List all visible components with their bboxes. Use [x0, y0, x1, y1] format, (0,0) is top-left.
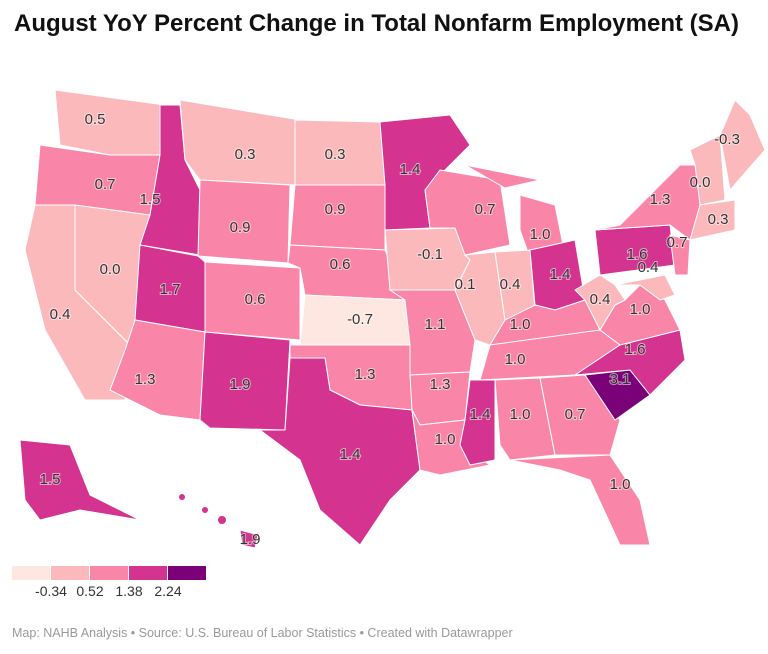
state-washington[interactable]	[54, 89, 166, 156]
state-maryland[interactable]	[614, 274, 676, 301]
state-new-hampshire[interactable]	[689, 134, 726, 206]
state-value-label: 1.0	[610, 476, 631, 493]
state-value-label: 0.3	[235, 146, 256, 163]
state-value-label: 1.1	[425, 316, 446, 333]
hawaii-island	[179, 494, 185, 500]
state-value-label: 0.4	[50, 306, 71, 323]
chart-title: August YoY Percent Change in Total Nonfa…	[14, 10, 739, 37]
state-value-label: 1.9	[230, 376, 251, 393]
state-michigan[interactable]	[464, 164, 541, 189]
state-value-label: 1.0	[510, 316, 531, 333]
footer-credits: Map: NAHB Analysis • Source: U.S. Bureau…	[12, 626, 513, 640]
state-texas[interactable]	[258, 357, 421, 546]
state-value-label: -0.7	[347, 311, 373, 328]
state-value-label: 0.4	[500, 276, 521, 293]
state-value-label: 1.5	[140, 191, 161, 208]
state-montana[interactable]	[179, 99, 301, 186]
state-value-label: 0.7	[667, 234, 688, 251]
color-legend	[12, 566, 207, 580]
state-value-label: 0.5	[85, 111, 106, 128]
legend-swatch	[90, 566, 128, 580]
state-value-label: -0.1	[417, 246, 443, 263]
hawaii-island	[218, 516, 226, 524]
state-value-label: 0.0	[690, 174, 711, 191]
legend-swatch	[129, 566, 167, 580]
state-hawaii[interactable]	[239, 529, 259, 549]
legend-tick-label: 1.38	[115, 583, 143, 599]
hawaii-island	[202, 507, 208, 513]
state-value-label: 0.7	[95, 176, 116, 193]
legend-tick-label: 0.52	[76, 583, 104, 599]
legend-swatch	[51, 566, 89, 580]
state-value-label: 1.0	[435, 431, 456, 448]
state-value-label: 1.3	[430, 376, 451, 393]
state-value-label: 0.7	[565, 406, 586, 423]
state-value-label: 0.9	[325, 201, 346, 218]
state-value-label: 0.4	[590, 291, 611, 308]
state-florida[interactable]	[509, 454, 651, 546]
state-maine[interactable]	[719, 99, 766, 192]
state-value-label: 1.7	[160, 281, 181, 298]
state-value-label: 1.4	[550, 266, 571, 283]
state-value-label: 1.0	[510, 406, 531, 423]
state-value-label: 1.6	[627, 246, 648, 263]
state-new-jersey[interactable]	[669, 234, 691, 276]
state-value-label: 0.0	[100, 261, 121, 278]
state-value-label: 1.5	[40, 471, 61, 488]
state-value-label: 0.4	[638, 259, 659, 276]
legend-swatch	[168, 566, 206, 580]
state-value-label: 0.1	[455, 276, 476, 293]
state-value-label: -0.3	[714, 131, 740, 148]
state-value-label: 1.3	[650, 191, 671, 208]
state-value-label: 1.0	[630, 301, 651, 318]
state-value-label: 1.4	[470, 406, 491, 423]
legend-swatch	[12, 566, 50, 580]
state-value-label: 0.6	[330, 256, 351, 273]
state-alaska[interactable]	[19, 439, 141, 521]
legend-tick-label: -0.34	[35, 583, 67, 599]
state-value-label: 1.4	[400, 161, 421, 178]
state-west-virginia[interactable]	[574, 274, 626, 332]
state-wisconsin[interactable]	[424, 169, 511, 256]
state-value-label: 1.3	[135, 371, 156, 388]
state-value-label: 1.0	[530, 226, 551, 243]
state-new-mexico[interactable]	[199, 331, 291, 431]
state-value-label: 1.6	[625, 341, 646, 358]
state-value-label: 1.4	[340, 446, 361, 463]
state-value-label: 1.9	[240, 531, 261, 548]
state-massachusetts[interactable]	[689, 199, 736, 241]
legend-tick-label: 2.24	[154, 583, 182, 599]
state-value-label: 0.3	[708, 211, 729, 228]
state-value-label: 0.3	[325, 146, 346, 163]
state-value-label: 3.1	[610, 371, 631, 388]
state-value-label: 0.9	[230, 219, 251, 236]
state-value-label: 0.6	[245, 291, 266, 308]
state-alabama[interactable]	[494, 377, 556, 461]
state-value-label: 1.3	[355, 366, 376, 383]
state-value-label: 1.0	[505, 351, 526, 368]
state-value-label: 0.7	[475, 201, 496, 218]
